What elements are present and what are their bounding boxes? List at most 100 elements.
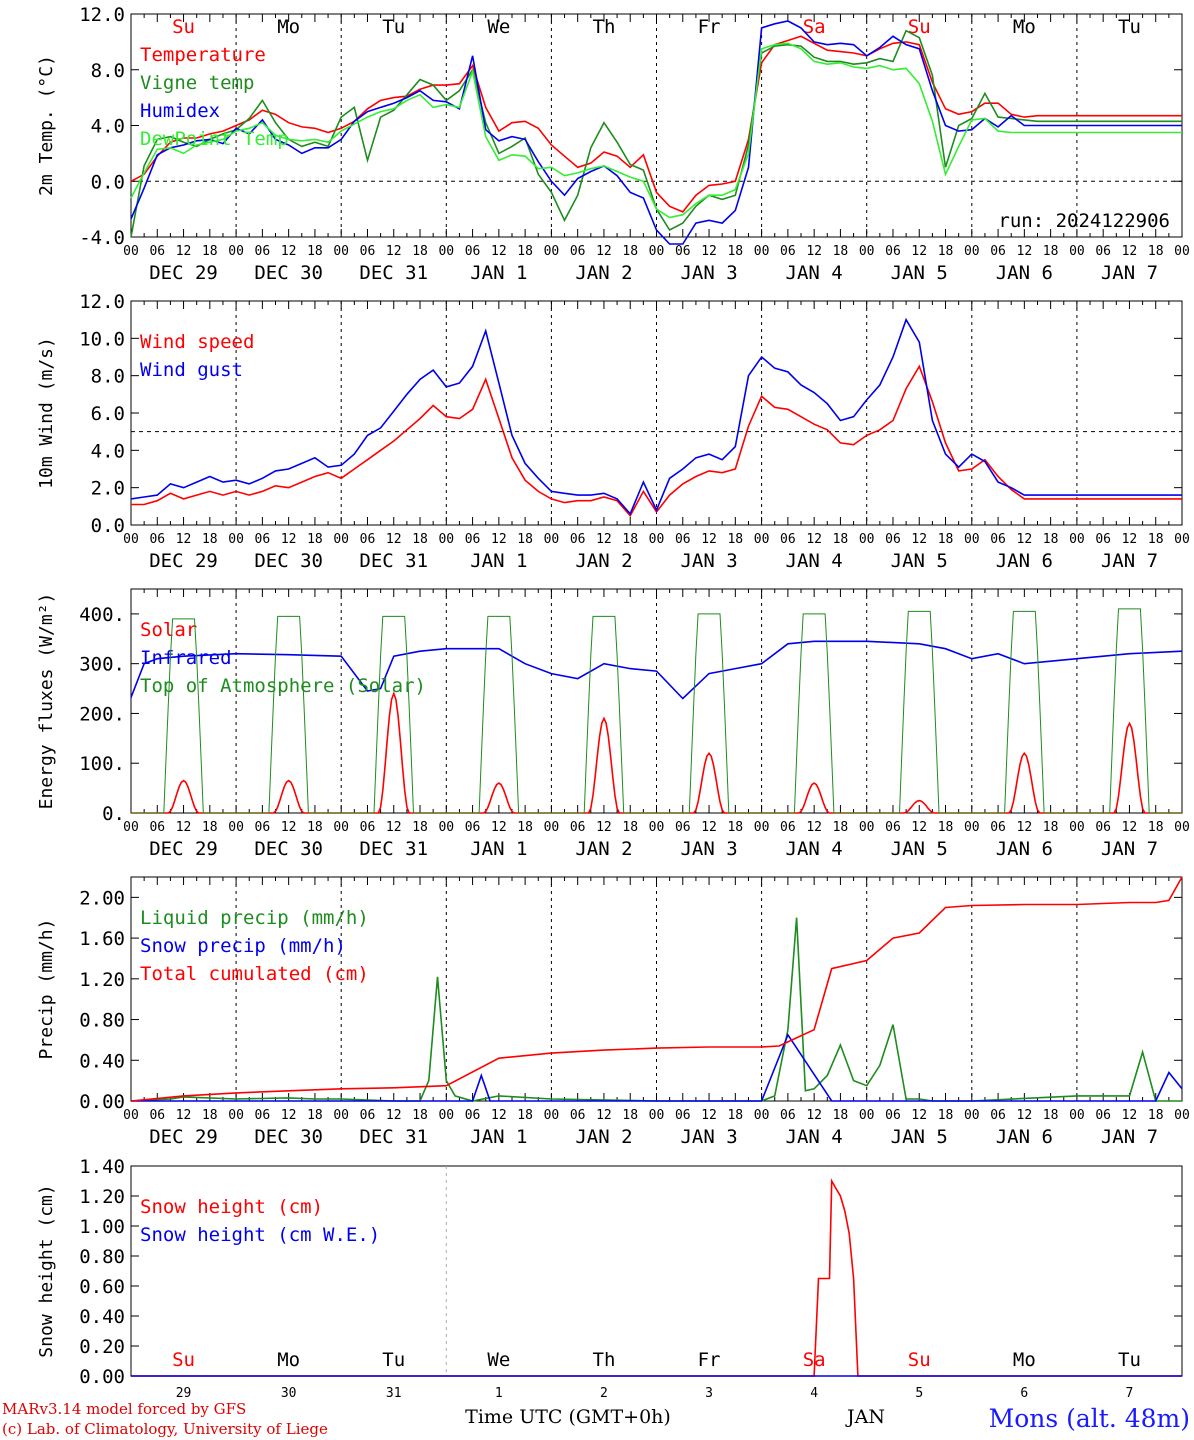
x-tick-label: 12 [701,244,717,259]
date-label: DEC 31 [359,262,428,284]
x-tick-label: 12 [701,820,717,835]
day-number: 29 [176,1386,192,1401]
x-tick-label: 00 [649,244,665,259]
x-tick-label: 06 [1095,1108,1111,1123]
day-name: Su [172,16,195,38]
x-tick-label: 00 [544,1108,560,1123]
legend-entry: Snow height (cm W.E.) [140,1224,380,1246]
y-tick-label: 0.00 [79,1366,125,1388]
x-tick-label: 18 [622,532,638,547]
date-label: JAN 4 [786,838,843,860]
station-name: Mons (alt. 48m) [989,1404,1190,1433]
x-tick-label: 06 [675,1108,691,1123]
x-tick-label: 12 [911,532,927,547]
day-name: Su [908,16,931,38]
x-tick-label: 18 [412,244,428,259]
date-label: DEC 29 [149,550,218,572]
series-line-blue [131,1033,1183,1102]
x-tick-label: 12 [281,1108,297,1123]
x-tick-label: 00 [1069,1108,1085,1123]
x-tick-label: 12 [176,244,192,259]
legend-entry: Humidex [140,100,220,122]
y-axis-label: Precip (mm/h) [36,919,57,1060]
day-number: 5 [915,1386,923,1401]
x-tick-label: 00 [333,244,349,259]
run-annotation: run: 2024122906 [998,210,1170,232]
x-tick-label: 12 [1122,820,1138,835]
date-label: JAN 5 [891,838,948,860]
x-tick-label: 00 [544,820,560,835]
x-tick-label: 18 [938,820,954,835]
x-tick-label: 06 [885,1108,901,1123]
date-label: JAN 3 [680,1126,737,1148]
x-tick-label: 00 [964,532,980,547]
y-axis-label: 2m Temp. (°C) [36,55,57,196]
day-name: Tu [382,16,405,38]
x-tick-label: 06 [885,244,901,259]
panel-4: 0.00 0.40 0.80 1.20 1.60 2.00 00 06 12 18 00 06 12 18… [36,876,1190,1148]
y-tick-label: 12.0 [79,4,125,26]
y-tick-label: 0.0 [91,515,125,537]
day-name: Mo [1013,16,1036,38]
y-tick-label: 8.0 [91,60,125,82]
y-tick-label: 0.20 [79,1336,125,1358]
x-tick-label: 18 [727,820,743,835]
date-label: JAN 7 [1101,1126,1158,1148]
date-label: JAN 3 [680,262,737,284]
legend-entry: Wind speed [140,331,254,353]
x-tick-label: 18 [307,820,323,835]
day-number: 4 [810,1386,818,1401]
x-tick-label: 06 [149,244,165,259]
x-tick-label: 18 [938,532,954,547]
x-tick-label: 18 [412,532,428,547]
x-tick-label: 06 [360,820,376,835]
date-label: JAN 5 [891,262,948,284]
x-tick-label: 18 [202,820,218,835]
x-tick-label: 06 [675,820,691,835]
date-label: JAN 6 [996,550,1053,572]
x-tick-label: 18 [1043,1108,1059,1123]
day-name: Th [593,1349,616,1371]
x-tick-label: 06 [1095,820,1111,835]
panel-2: 0.0 2.0 4.0 6.0 8.0 10.0 12.0 00 06 12 18 00 06 12 18 0… [36,291,1190,572]
credit-line-1: MARv3.14 model forced by GFS [2,1400,246,1418]
y-axis-label: 10m Wind (m/s) [36,337,57,489]
date-label: DEC 30 [254,262,323,284]
x-tick-label: 00 [333,532,349,547]
x-tick-label: 18 [307,532,323,547]
y-axis-label: Snow height (cm) [36,1184,57,1357]
x-tick-label: 12 [596,820,612,835]
x-tick-label: 06 [990,532,1006,547]
y-tick-label: 0.0 [91,171,125,193]
x-tick-label: 00 [123,244,139,259]
x-tick-label: 18 [1148,532,1164,547]
legend-entry: Vigne temp [140,72,254,94]
x-tick-label: 12 [806,532,822,547]
x-tick-label: 06 [990,1108,1006,1123]
x-tick-label: 06 [255,532,271,547]
x-tick-label: 18 [938,244,954,259]
x-tick-label: 18 [833,820,849,835]
series-line-blue [130,640,1183,700]
x-tick-label: 00 [649,1108,665,1123]
x-tick-label: 18 [938,1108,954,1123]
x-tick-label: 00 [123,820,139,835]
x-tick-label: 00 [1069,244,1085,259]
y-tick-label: 8.0 [91,366,125,388]
day-name: Mo [1013,1349,1036,1371]
date-label: JAN 1 [470,550,527,572]
date-label: JAN 4 [786,550,843,572]
x-tick-label: 00 [438,532,454,547]
y-tick-label: 200. [79,703,125,725]
x-tick-label: 06 [255,244,271,259]
x-tick-label: 12 [491,532,507,547]
x-tick-label: 06 [465,532,481,547]
x-tick-label: 12 [701,1108,717,1123]
y-tick-label: 1.60 [79,928,125,950]
day-number: 31 [386,1386,402,1401]
legend-entry: Snow precip (mm/h) [140,935,346,957]
x-tick-label: 12 [1122,532,1138,547]
x-tick-label: 06 [885,820,901,835]
day-name: Fr [698,16,721,38]
x-tick-label: 06 [149,1108,165,1123]
